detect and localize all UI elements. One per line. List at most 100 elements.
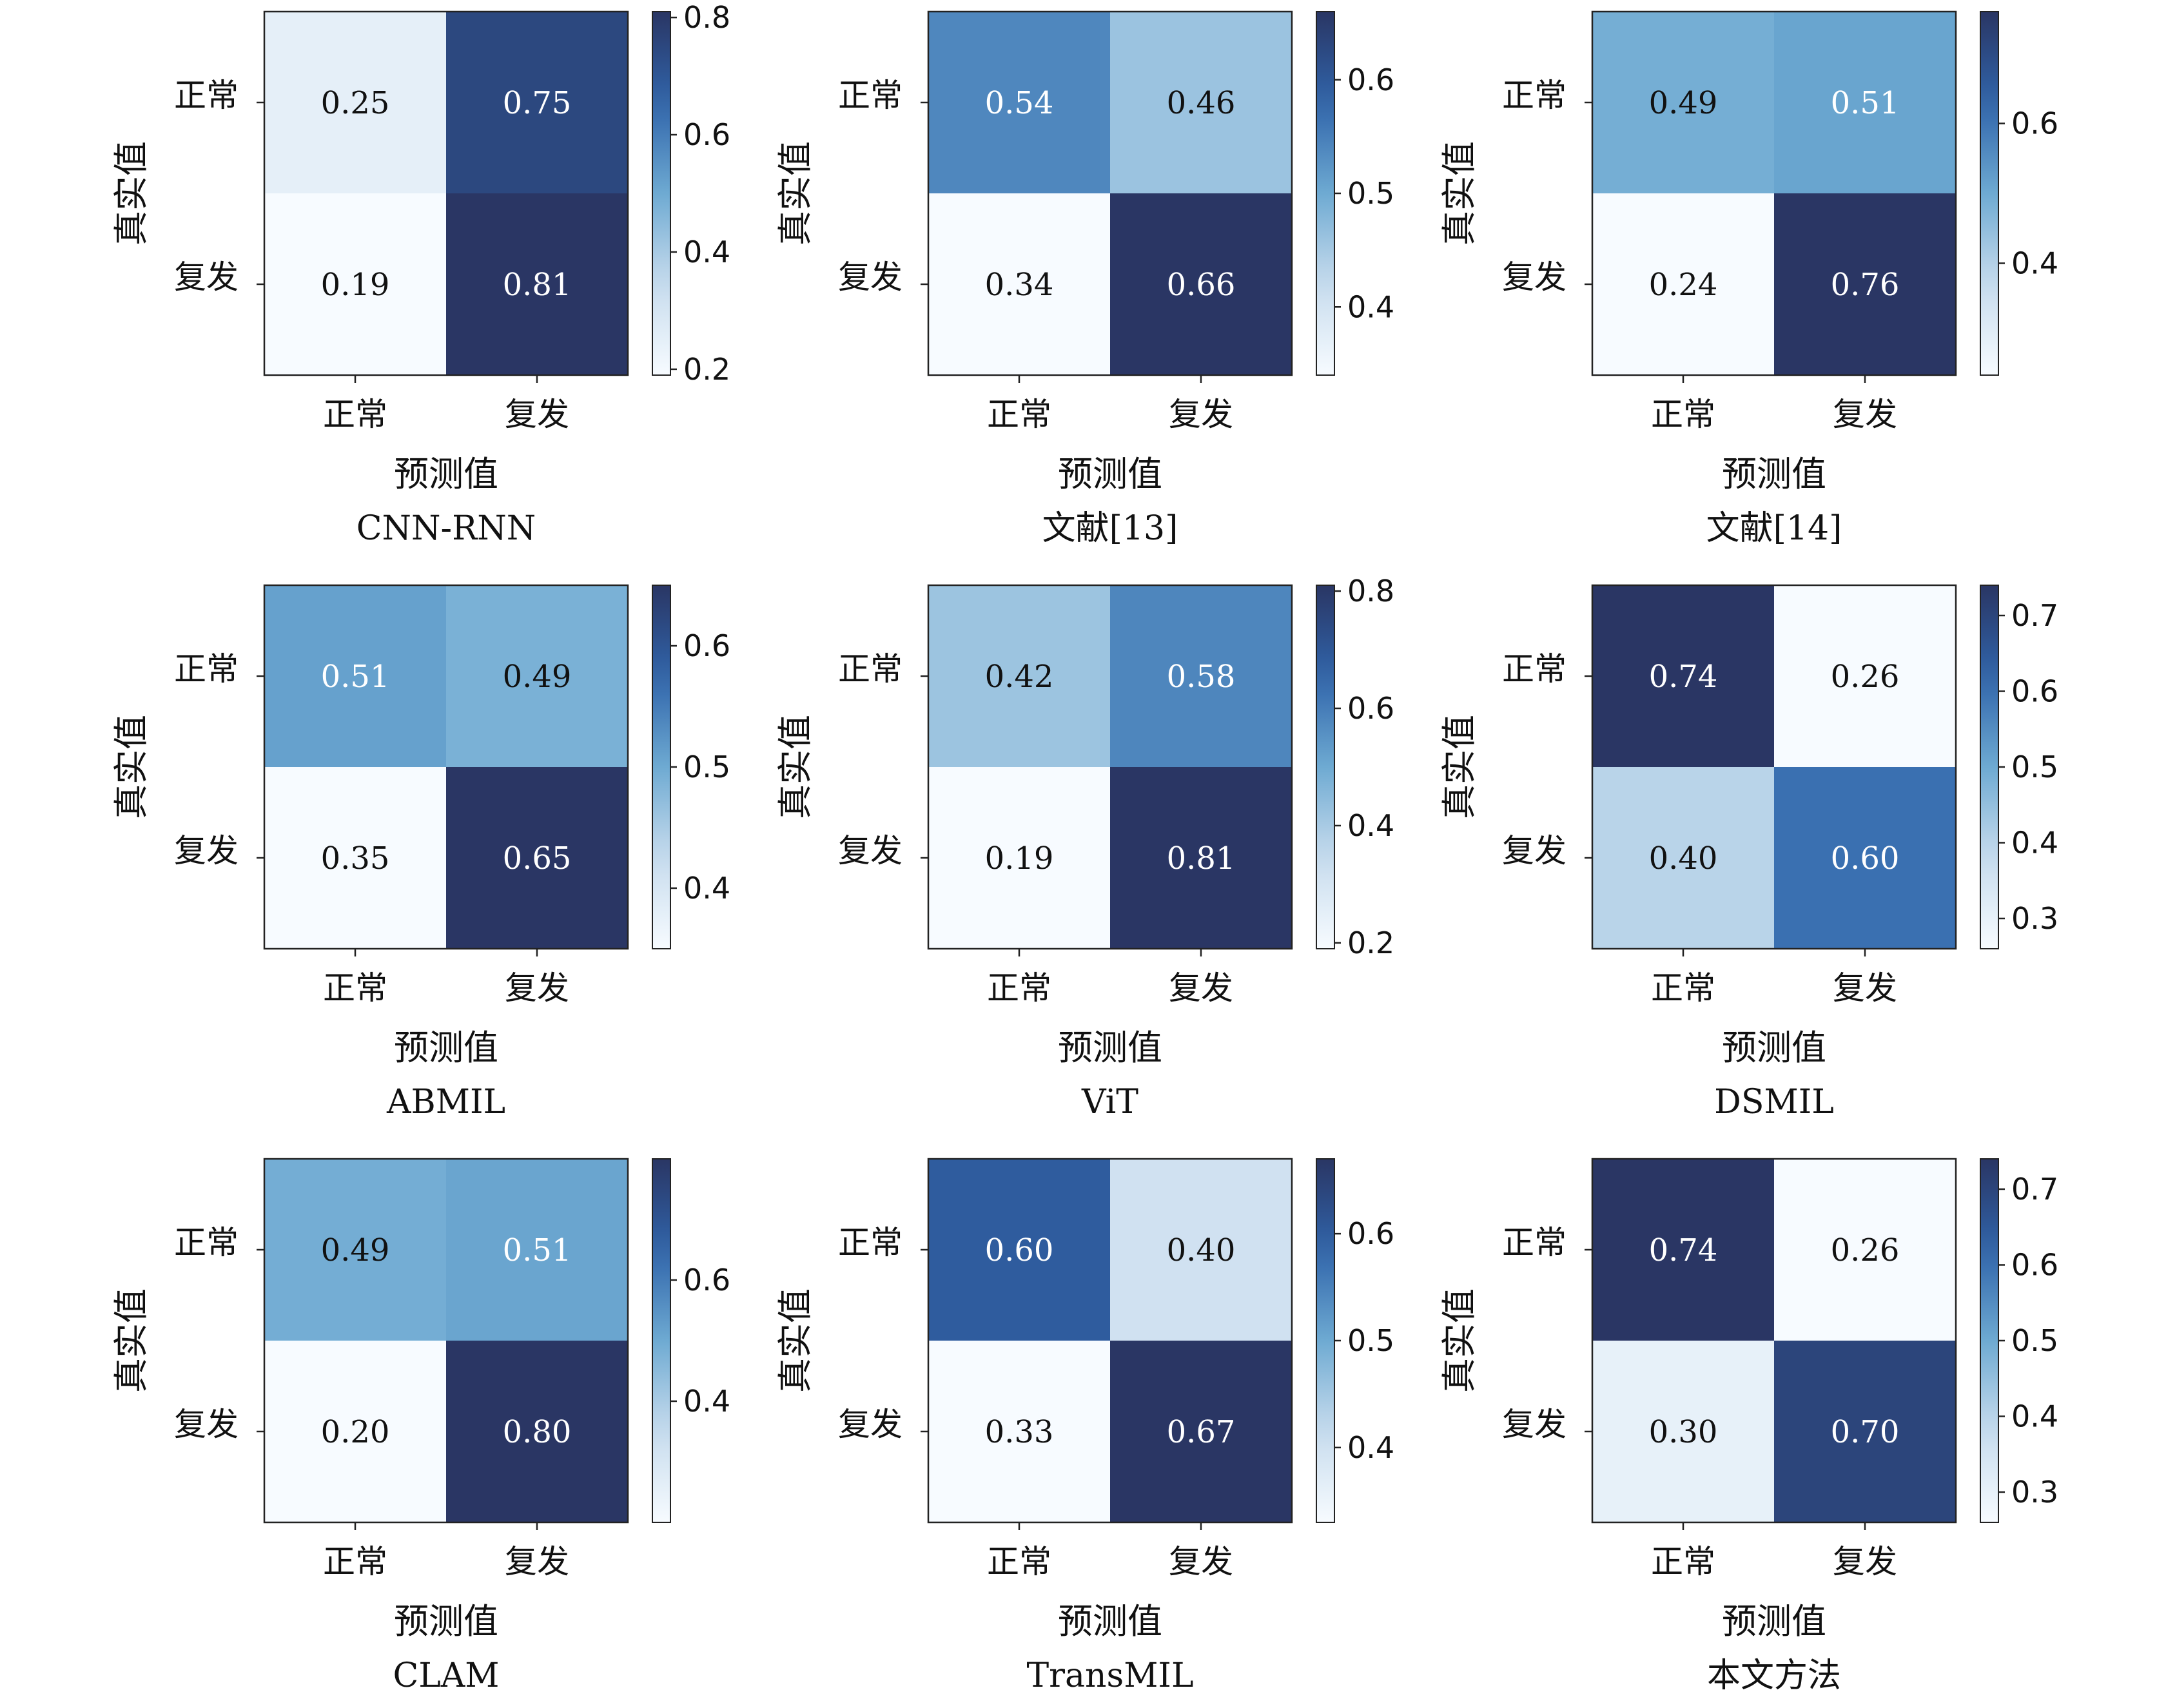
heatmap-cell [928, 193, 1110, 375]
y-axis-label: 真实值 [1439, 715, 1479, 819]
colorbar-tick-label: 0.8 [683, 0, 730, 35]
confusion-matrix-panel: 0.51 0.49 0.35 0.65 正常 复发 正常 复发 预测值 真实值 ABMIL 0.4 0.… [0, 574, 730, 1134]
x-axis-label: 预测值 [1722, 1027, 1826, 1068]
colorbar-tick-label: 0.5 [683, 750, 730, 784]
confusion-matrix-panel: 0.25 0.75 0.19 0.81 正常 复发 正常 复发 预测值 真实值 CNN-RNN 0.2… [0, 0, 730, 561]
x-tick-label: 复发 [1169, 1543, 1233, 1580]
x-tick-label: 正常 [987, 396, 1051, 433]
y-axis-label: 真实值 [111, 141, 151, 246]
matrix-frame [927, 584, 1293, 950]
colorbar [1316, 585, 1335, 949]
x-tick-label: 复发 [1833, 396, 1897, 433]
y-axis-label: 真实值 [1439, 1288, 1479, 1393]
colorbar-tick-label: 0.5 [1347, 176, 1394, 211]
heatmap-cell [1592, 585, 1774, 767]
colorbar [1980, 585, 1999, 949]
matrix-frame [263, 1158, 629, 1524]
y-tick-label: 正常 [1502, 1224, 1567, 1261]
cell-value-label: 0.33 [985, 1414, 1054, 1450]
heatmap-cell [264, 585, 446, 767]
x-tick-label: 正常 [987, 969, 1051, 1007]
heatmap-cell [264, 767, 446, 949]
x-tick-label: 复发 [1169, 396, 1233, 433]
colorbar-tick-label: 0.6 [683, 628, 730, 663]
x-tick-label: 正常 [1651, 969, 1715, 1007]
confusion-matrix-panel: 0.49 0.51 0.24 0.76 正常 复发 正常 复发 预测值 真实值 文献[14] 0.4 0… [1328, 0, 2058, 561]
cell-value-label: 0.75 [503, 85, 572, 121]
y-tick-label: 正常 [1502, 77, 1567, 114]
x-axis-label: 预测值 [394, 1601, 498, 1642]
cell-value-label: 0.51 [503, 1232, 572, 1268]
matrix-frame [263, 584, 629, 950]
cell-value-label: 0.76 [1831, 267, 1900, 303]
heatmap-cell [446, 193, 628, 375]
matrix-frame [927, 10, 1293, 376]
heatmap-cell [446, 585, 628, 767]
y-axis-label: 真实值 [775, 141, 815, 246]
heatmap-cell [1110, 193, 1292, 375]
heatmap-cell [1774, 12, 1956, 193]
heatmap-cell [928, 767, 1110, 949]
y-axis-label: 真实值 [775, 715, 815, 819]
x-axis-label: 预测值 [1058, 454, 1162, 494]
colorbar-tick-label: 0.3 [2011, 901, 2058, 936]
chart-caption: 本文方法 [1707, 1656, 1841, 1695]
heatmap-cell [1592, 767, 1774, 949]
x-tick-label: 复发 [1833, 969, 1897, 1007]
heatmap-cell [264, 12, 446, 193]
colorbar [1316, 11, 1335, 376]
x-axis-label: 预测值 [1722, 1601, 1826, 1642]
colorbar-tick-label: 0.4 [683, 871, 730, 906]
heatmap-cell [1592, 1159, 1774, 1341]
x-tick-label: 复发 [505, 1543, 569, 1580]
cell-value-label: 0.58 [1167, 659, 1236, 695]
matrix-frame [927, 1158, 1293, 1524]
x-tick-label: 正常 [1651, 1543, 1715, 1580]
x-axis-label: 预测值 [394, 1027, 498, 1068]
heatmap-cell [1592, 12, 1774, 193]
cell-value-label: 0.51 [321, 659, 390, 695]
heatmap-cell [1774, 193, 1956, 375]
cell-value-label: 0.81 [1167, 840, 1236, 877]
heatmap-cell [1110, 12, 1292, 193]
heatmap-cell [446, 12, 628, 193]
colorbar-tick-label: 0.8 [1347, 574, 1394, 608]
heatmap-cell [1592, 1341, 1774, 1522]
chart-caption: ViT [1081, 1083, 1138, 1121]
y-tick-label: 复发 [174, 832, 239, 869]
chart-caption: ABMIL [386, 1083, 505, 1121]
colorbar-tick-label: 0.4 [1347, 289, 1394, 324]
cell-value-label: 0.60 [1831, 840, 1900, 877]
cell-value-label: 0.40 [1649, 840, 1718, 877]
y-axis-label: 真实值 [775, 1288, 815, 1393]
heatmap-cell [1774, 767, 1956, 949]
colorbar-tick-label: 0.7 [2011, 1172, 2058, 1207]
colorbar-tick-label: 0.5 [2011, 750, 2058, 784]
heatmap-cell [928, 1159, 1110, 1341]
x-tick-label: 复发 [1833, 1543, 1897, 1580]
colorbar-tick-label: 0.4 [2011, 1399, 2058, 1434]
y-tick-label: 正常 [174, 77, 239, 114]
colorbar-tick-label: 0.7 [2011, 598, 2058, 633]
cell-value-label: 0.51 [1831, 85, 1900, 121]
matrix-frame [1591, 10, 1957, 376]
colorbar [1980, 11, 1999, 376]
confusion-matrix-panel: 0.42 0.58 0.19 0.81 正常 复发 正常 复发 预测值 真实值 ViT 0.2 0.4 0… [664, 574, 1394, 1134]
y-tick-label: 正常 [838, 650, 903, 688]
cell-value-label: 0.35 [321, 840, 390, 877]
cell-value-label: 0.26 [1831, 659, 1900, 695]
x-axis-label: 预测值 [394, 454, 498, 494]
colorbar-tick-label: 0.2 [683, 352, 730, 387]
y-tick-label: 复发 [838, 832, 903, 869]
cell-value-label: 0.19 [321, 267, 390, 303]
colorbar [652, 1158, 671, 1523]
colorbar-tick-label: 0.6 [1347, 1216, 1394, 1251]
cell-value-label: 0.42 [985, 659, 1054, 695]
cell-value-label: 0.26 [1831, 1232, 1900, 1268]
